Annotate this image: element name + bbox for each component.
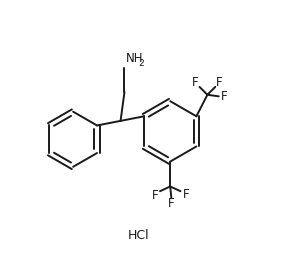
Text: F: F bbox=[182, 188, 189, 201]
Text: F: F bbox=[192, 76, 199, 89]
Text: F: F bbox=[168, 197, 175, 210]
Text: F: F bbox=[151, 189, 158, 202]
Text: 2: 2 bbox=[138, 59, 144, 68]
Text: NH: NH bbox=[126, 52, 143, 65]
Text: F: F bbox=[221, 90, 228, 103]
Text: HCl: HCl bbox=[128, 229, 149, 241]
Text: F: F bbox=[216, 76, 223, 89]
